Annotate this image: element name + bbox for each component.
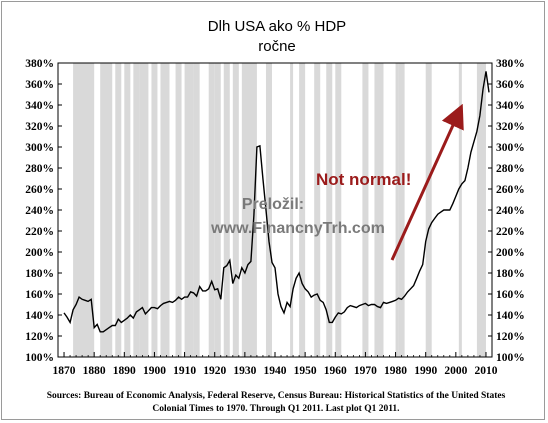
x-tick-label: 1960 xyxy=(324,365,347,377)
y-tick-label-left: 240% xyxy=(25,205,54,217)
x-tick-label: 2010 xyxy=(474,365,497,377)
recession-band-6 xyxy=(151,63,158,357)
y-tick-label-left: 260% xyxy=(25,184,54,196)
y-tick-label-right: 140% xyxy=(496,310,525,322)
y-tick-label-right: 340% xyxy=(496,100,525,112)
recession-band-28 xyxy=(476,63,486,357)
recession-band-27 xyxy=(458,63,462,357)
y-tick-label-left: 380% xyxy=(25,58,54,70)
x-axis-labels: 1870 1880 1890 1900 1910 1920 1930 1940 1950 1960… xyxy=(53,365,498,377)
annotation-text: Not normal! xyxy=(316,170,411,189)
y-tick-label-right: 260% xyxy=(496,184,525,196)
x-tick-label: 2000 xyxy=(444,365,467,377)
y-tick-label-left: 340% xyxy=(25,100,54,112)
recession-band-15 xyxy=(241,63,257,357)
y-tick-label-right: 280% xyxy=(496,163,525,175)
y-tick-label-right: 380% xyxy=(496,58,525,70)
recession-band-7 xyxy=(160,63,170,357)
y-axis-left-labels: 100% 120% 140% 160% 180% 200% 220% 240% 260% 280%… xyxy=(25,58,54,364)
recession-band-5 xyxy=(139,63,149,357)
x-tick-label: 1990 xyxy=(414,365,437,377)
x-tick-label: 1880 xyxy=(83,365,106,377)
y-tick-label-right: 180% xyxy=(496,268,525,280)
recession-band-4 xyxy=(133,63,140,357)
y-tick-label-left: 220% xyxy=(25,226,54,238)
y-tick-label-left: 200% xyxy=(25,247,54,259)
recession-band-3 xyxy=(124,63,131,357)
y-tick-label-right: 300% xyxy=(496,142,525,154)
recession-band-24 xyxy=(395,63,399,357)
recession-bands xyxy=(73,63,486,357)
y-tick-label-left: 360% xyxy=(25,79,54,91)
recession-band-13 xyxy=(223,63,230,357)
recession-band-0 xyxy=(73,63,95,357)
y-tick-label-left: 160% xyxy=(25,289,54,301)
chart-subtitle: ročne xyxy=(258,38,296,55)
recession-band-20 xyxy=(326,63,333,357)
watermark-line-1: Preložil: xyxy=(242,196,304,213)
recession-band-16 xyxy=(265,63,272,357)
recession-band-11 xyxy=(208,63,215,357)
y-tick-label-left: 120% xyxy=(25,331,54,343)
recession-band-10 xyxy=(193,63,200,357)
y-tick-label-right: 100% xyxy=(496,352,525,364)
y-tick-label-right: 120% xyxy=(496,331,525,343)
x-tick-label: 1950 xyxy=(294,365,317,377)
source-line-2: Colonial Times to 1970. Through Q1 2011.… xyxy=(152,404,399,414)
x-tick-label: 1920 xyxy=(203,365,226,377)
axis-ticks xyxy=(58,62,492,358)
y-tick-label-left: 280% xyxy=(25,163,54,175)
y-tick-label-right: 160% xyxy=(496,289,525,301)
y-tick-label-left: 320% xyxy=(25,121,54,133)
recession-band-21 xyxy=(335,63,342,357)
y-tick-label-right: 240% xyxy=(496,205,525,217)
recession-band-26 xyxy=(425,63,432,357)
recession-band-23 xyxy=(374,63,384,357)
chart-title: Dlh USA ako % HDP xyxy=(208,18,346,35)
y-tick-label-right: 220% xyxy=(496,226,525,238)
y-tick-label-left: 100% xyxy=(25,352,54,364)
y-tick-label-right: 360% xyxy=(496,79,525,91)
x-tick-label: 1890 xyxy=(113,365,136,377)
y-axis-right-labels: 100% 120% 140% 160% 180% 200% 220% 240% 260% 280%… xyxy=(496,58,525,364)
y-tick-label-left: 300% xyxy=(25,142,54,154)
source-line-1: Sources: Bureau of Economic Analysis, Fe… xyxy=(47,391,506,401)
y-tick-label-right: 200% xyxy=(496,247,525,259)
recession-band-14 xyxy=(232,63,239,357)
recession-band-1 xyxy=(100,63,113,357)
x-tick-label: 1970 xyxy=(354,365,377,377)
recession-band-22 xyxy=(362,63,369,357)
recession-band-18 xyxy=(299,63,306,357)
watermark-line-2: www.FinancnyTrh.com xyxy=(210,220,385,237)
recession-band-19 xyxy=(314,63,321,357)
debt-line xyxy=(63,71,490,333)
recession-band-8 xyxy=(175,63,182,357)
x-tick-label: 1900 xyxy=(143,365,166,377)
x-tick-label: 1910 xyxy=(173,365,196,377)
annotation-arrow xyxy=(390,103,464,261)
x-tick-label: 1980 xyxy=(384,365,407,377)
recession-band-12 xyxy=(214,63,221,357)
recession-band-9 xyxy=(184,63,194,357)
y-tick-label-left: 180% xyxy=(25,268,54,280)
x-tick-label: 1930 xyxy=(233,365,256,377)
recession-band-2 xyxy=(115,63,122,357)
recession-band-25 xyxy=(398,63,405,357)
x-tick-label: 1870 xyxy=(53,365,76,377)
y-tick-label-right: 320% xyxy=(496,121,525,133)
y-tick-label-left: 140% xyxy=(25,310,54,322)
recession-band-17 xyxy=(290,63,294,357)
x-tick-label: 1940 xyxy=(264,365,287,377)
